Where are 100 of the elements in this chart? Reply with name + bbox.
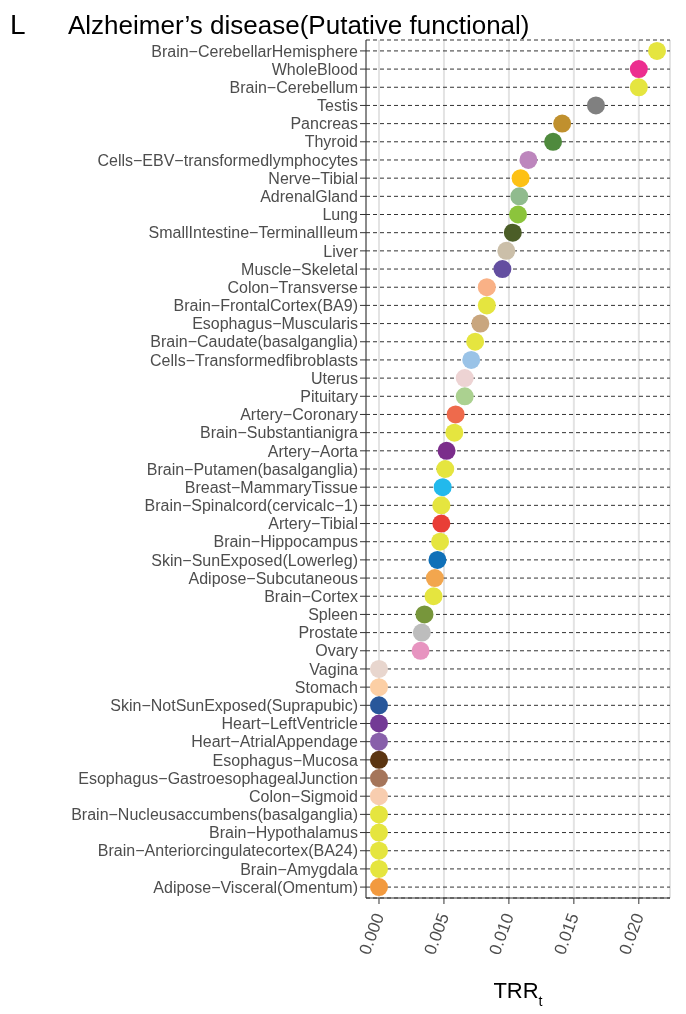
point (477, 296, 496, 315)
point (497, 241, 516, 260)
point (503, 223, 522, 242)
point (415, 605, 434, 624)
chart-title: Alzheimer’s disease(Putative functional) (68, 9, 530, 42)
y-tick-label: Nerve−Tibial (268, 169, 358, 187)
y-tick-label: Muscle−Skeletal (241, 260, 358, 278)
y-tick-label: Skin−NotSunExposed(Suprapubic) (110, 696, 358, 714)
y-tick-label: Brain−Substantianigra (200, 424, 359, 442)
y-tick-label: SmallIntestine−TerminalIleum (148, 224, 358, 242)
point (629, 78, 648, 97)
y-tick-label: Colon−Transverse (227, 278, 359, 296)
y-tick-label: Adipose−Visceral(Omentum) (153, 878, 358, 896)
point (432, 496, 451, 515)
point (471, 314, 490, 333)
y-tick-label: Testis (317, 97, 358, 115)
point (369, 678, 388, 697)
y-tick-label: Esophagus−Mucosa (212, 751, 359, 769)
y-tick-label: Pancreas (290, 115, 358, 133)
point (411, 641, 430, 660)
y-tick-label: Ovary (315, 642, 358, 660)
y-tick-label: Stomach (294, 678, 358, 696)
y-tick-label: Brain−Amygdala (240, 860, 359, 878)
point (437, 441, 456, 460)
y-tick-label: WholeBlood (271, 60, 358, 78)
y-tick-label: AdrenalGland (260, 188, 358, 206)
point (369, 696, 388, 715)
text: L (10, 9, 26, 40)
point (369, 659, 388, 678)
y-tick-label: Lung (322, 206, 358, 224)
y-tick-label: Cells−EBV−transformedlymphocytes (97, 151, 358, 169)
y-tick-label: Liver (323, 242, 359, 260)
y-tick-label: Pituitary (300, 387, 358, 405)
x-tick-label: 0.010 (485, 910, 518, 958)
point (425, 569, 444, 588)
y-tick-label: Brain−Cortex (264, 587, 358, 605)
point (369, 769, 388, 788)
y-tick-label: Brain−Spinalcord(cervicalc−1) (144, 497, 358, 515)
point (431, 532, 450, 551)
point (466, 332, 485, 351)
y-tick-label: Brain−Nucleusaccumbens(basalganglia) (71, 806, 358, 824)
y-tick-label: Artery−Tibial (268, 515, 358, 533)
x-tick-label: 0.000 (355, 910, 388, 958)
point (369, 805, 388, 824)
point (586, 96, 605, 115)
y-tick-label: Brain−Anteriorcingulatecortex(BA24) (97, 842, 358, 860)
x-axis-title: TRR$_{t}$ (493, 978, 543, 1009)
point (433, 478, 452, 497)
y-tick-label: Prostate (298, 624, 359, 642)
point (369, 878, 388, 897)
y-tick-label: Brain−CerebellarHemisphere (151, 42, 359, 60)
point (369, 859, 388, 878)
y-tick-label: Artery−Aorta (267, 442, 359, 460)
point (369, 714, 388, 733)
point (477, 278, 496, 297)
point (369, 732, 388, 751)
point (544, 132, 563, 151)
y-tick-label: Heart−AtrialAppendage (191, 733, 359, 751)
point (432, 514, 451, 533)
point (519, 150, 538, 169)
y-tick-label: Brain−Hypothalamus (209, 824, 358, 842)
point (648, 41, 667, 60)
point (511, 169, 530, 188)
y-tick-label: Esophagus−Muscularis (192, 315, 358, 333)
point (424, 587, 443, 606)
x-tick-label: 0.020 (615, 910, 648, 958)
y-tick-label: Uterus (310, 369, 358, 387)
y-tick-label: Cells−Transformedfibroblasts (150, 351, 358, 369)
point (462, 350, 481, 369)
y-tick-label: Adipose−Subcutaneous (188, 569, 358, 587)
point (369, 787, 388, 806)
y-tick-label: Heart−LeftVentricle (221, 715, 359, 733)
y-tick-label: Brain−Putamen(basalganglia) (146, 460, 358, 478)
point (412, 623, 431, 642)
y-tick-label: Breast−MammaryTissue (184, 478, 359, 496)
point (436, 460, 455, 478)
point (455, 387, 474, 406)
point (493, 260, 512, 279)
x-tick-label: 0.015 (550, 910, 583, 958)
y-tick-label: Spleen (308, 606, 358, 624)
y-tick-label: Vagina (309, 660, 359, 678)
point (446, 405, 465, 424)
point (369, 841, 388, 860)
point (428, 550, 447, 569)
y-tick-label: Skin−SunExposed(Lowerleg) (151, 551, 358, 569)
point (553, 114, 572, 133)
y-tick-label: Esophagus−GastroesophagealJunction (78, 769, 358, 787)
y-tick-label: Brain−Hippocampus (213, 533, 358, 551)
y-tick-label: Thyroid (304, 133, 358, 151)
y-tick-label: Brain−Caudate(basalganglia) (150, 333, 358, 351)
point (369, 823, 388, 842)
point (455, 369, 474, 388)
y-tick-label: Colon−Sigmoid (249, 787, 358, 805)
y-tick-label: Brain−FrontalCortex(BA9) (173, 297, 358, 315)
y-tick-label: Brain−Cerebellum (229, 78, 358, 96)
point (629, 60, 648, 79)
point (509, 205, 527, 224)
x-tick-label: 0.005 (420, 910, 453, 958)
point (510, 187, 529, 206)
point (369, 750, 388, 769)
